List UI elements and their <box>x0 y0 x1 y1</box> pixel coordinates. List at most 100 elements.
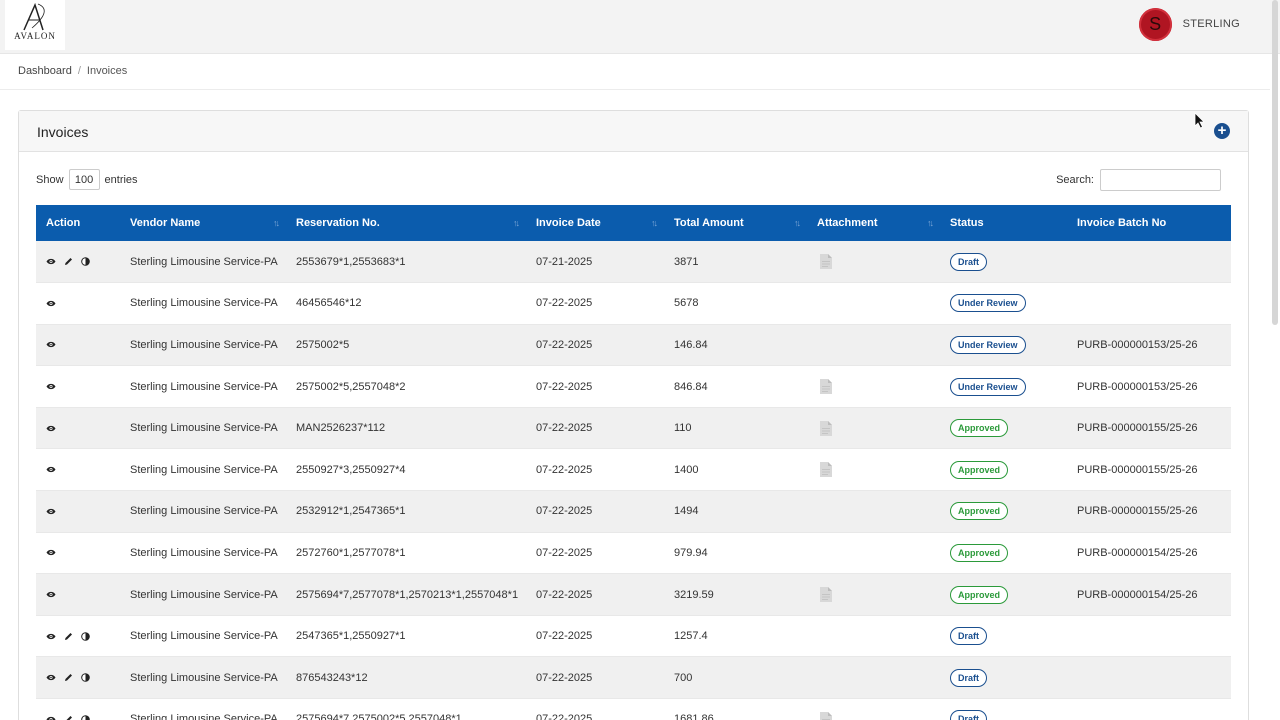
vendor-name-cell: Sterling Limousine Service-PA <box>130 630 278 643</box>
reservation-no-cell: 2575694*7,2577078*1,2570213*1,2557048*1 <box>296 588 519 601</box>
reservation-no-cell: MAN2526237*112 <box>296 422 386 435</box>
invoice-batch-no-cell <box>1067 283 1231 325</box>
vendor-name-cell: Sterling Limousine Service-PA <box>130 380 278 393</box>
avatar[interactable]: S <box>1138 7 1172 41</box>
edit-pencil-icon[interactable] <box>63 631 73 641</box>
attachment-cell <box>807 532 940 574</box>
attachment-file-icon[interactable] <box>817 711 940 720</box>
status-badge: Approved <box>950 502 1009 521</box>
status-badge: Approved <box>950 419 1009 438</box>
invoice-date-cell: 07-22-2025 <box>536 463 593 476</box>
invoice-batch-no-cell: PURB-000000154/25-26 <box>1077 546 1198 559</box>
entries-select[interactable] <box>68 169 100 190</box>
total-amount-cell: 1257.4 <box>674 630 708 643</box>
attachment-cell <box>807 366 940 408</box>
status-badge: Draft <box>950 252 988 271</box>
status-cell: Approved <box>940 407 1067 449</box>
attachment-file-icon[interactable] <box>817 586 940 603</box>
reservation-no-cell: 2547365*1,2550927*1 <box>296 630 406 643</box>
attachment-file-icon[interactable] <box>817 253 940 270</box>
attachment-cell <box>807 699 940 720</box>
toggle-contrast-icon[interactable] <box>80 257 90 267</box>
view-eye-icon[interactable] <box>46 714 56 720</box>
sort-icon: ↑↓ <box>794 218 801 228</box>
invoice-date-cell: 07-22-2025 <box>536 422 593 435</box>
vendor-name-cell: Sterling Limousine Service-PA <box>130 422 278 435</box>
header-vendor-name[interactable]: Vendor Name ↑↓ <box>130 217 280 229</box>
scrollbar[interactable] <box>1272 0 1278 325</box>
total-amount-cell: 146.84 <box>674 338 708 351</box>
invoice-batch-no-cell <box>1067 241 1231 283</box>
view-eye-icon[interactable] <box>46 548 56 558</box>
action-cell <box>36 491 120 533</box>
view-eye-icon[interactable] <box>46 257 56 267</box>
status-cell: Approved <box>940 574 1067 616</box>
reservation-no-cell: 46456546*12 <box>296 297 362 310</box>
attachment-file-icon[interactable] <box>817 461 940 478</box>
header-reservation-no[interactable]: Reservation No. ↑↓ <box>296 217 520 229</box>
attachment-file-icon[interactable] <box>817 420 940 437</box>
toggle-contrast-icon[interactable] <box>80 714 90 720</box>
plus-icon: + <box>1217 122 1227 139</box>
header-invoice-date[interactable]: Invoice Date ↑↓ <box>536 217 658 229</box>
entries-label: entries <box>104 173 138 186</box>
status-badge: Under Review <box>950 377 1026 396</box>
status-badge: Approved <box>950 585 1009 604</box>
invoice-batch-no-cell: PURB-000000155/25-26 <box>1077 422 1198 435</box>
status-cell: Under Review <box>940 366 1067 408</box>
attachment-file-icon[interactable] <box>817 378 940 395</box>
reservation-no-cell: 2575002*5,2557048*2 <box>296 380 406 393</box>
breadcrumb-separator: / <box>77 65 81 77</box>
invoice-date-cell: 07-21-2025 <box>536 255 593 268</box>
breadcrumb-dashboard[interactable]: Dashboard <box>18 65 72 77</box>
vendor-name-cell: Sterling Limousine Service-PA <box>130 255 278 268</box>
table-row: Sterling Limousine Service-PA 2550927*3,… <box>36 449 1231 491</box>
table-row: Sterling Limousine Service-PA 876543243*… <box>36 656 1231 699</box>
search-input[interactable] <box>1100 169 1221 191</box>
attachment-cell <box>807 657 940 699</box>
edit-pencil-icon[interactable] <box>63 257 73 267</box>
table-row: Sterling Limousine Service-PA 2575694*7,… <box>36 573 1231 616</box>
view-eye-icon[interactable] <box>46 340 56 350</box>
add-invoice-button[interactable]: + <box>1214 123 1230 139</box>
total-amount-cell: 700 <box>674 671 693 684</box>
top-bar: AVALON S STERLING <box>0 0 1280 54</box>
sort-icon: ↑↓ <box>927 218 934 228</box>
view-eye-icon[interactable] <box>46 382 56 392</box>
vendor-name-cell: Sterling Limousine Service-PA <box>130 297 278 310</box>
table-row: Sterling Limousine Service-PA 2572760*1,… <box>36 532 1231 574</box>
user-menu[interactable]: S STERLING <box>1138 7 1240 41</box>
invoice-batch-no-cell: PURB-000000155/25-26 <box>1077 505 1198 518</box>
header-total-amount[interactable]: Total Amount ↑↓ <box>674 217 801 229</box>
edit-pencil-icon[interactable] <box>63 714 73 720</box>
action-cell <box>36 699 120 720</box>
view-eye-icon[interactable] <box>46 298 56 308</box>
status-cell: Approved <box>940 491 1067 533</box>
invoice-date-cell: 07-22-2025 <box>536 546 593 559</box>
view-eye-icon[interactable] <box>46 631 56 641</box>
reservation-no-cell: 2575002*5 <box>296 338 350 351</box>
view-eye-icon[interactable] <box>46 423 56 433</box>
invoice-date-cell: 07-22-2025 <box>536 630 593 643</box>
invoices-table: Action Vendor Name ↑↓ Reservation No. ↑↓ I… <box>36 205 1231 720</box>
total-amount-cell: 979.94 <box>674 546 708 559</box>
header-attachment[interactable]: Attachment ↑↓ <box>817 217 934 229</box>
username[interactable]: STERLING <box>1182 18 1240 30</box>
view-eye-icon[interactable] <box>46 590 56 600</box>
total-amount-cell: 1494 <box>674 505 699 518</box>
edit-pencil-icon[interactable] <box>63 673 73 683</box>
sort-icon: ↑↓ <box>513 218 520 228</box>
avalon-logo[interactable]: AVALON <box>5 0 65 50</box>
view-eye-icon[interactable] <box>46 465 56 475</box>
view-eye-icon[interactable] <box>46 673 56 683</box>
view-eye-icon[interactable] <box>46 506 56 516</box>
status-badge: Draft <box>950 627 988 646</box>
invoice-date-cell: 07-22-2025 <box>536 713 593 720</box>
toggle-contrast-icon[interactable] <box>80 631 90 641</box>
show-label: Show <box>36 173 64 186</box>
vendor-name-cell: Sterling Limousine Service-PA <box>130 505 278 518</box>
status-cell: Approved <box>940 449 1067 491</box>
toggle-contrast-icon[interactable] <box>80 673 90 683</box>
status-badge: Draft <box>950 668 988 687</box>
header-invoice-batch-no: Invoice Batch No <box>1077 217 1167 229</box>
